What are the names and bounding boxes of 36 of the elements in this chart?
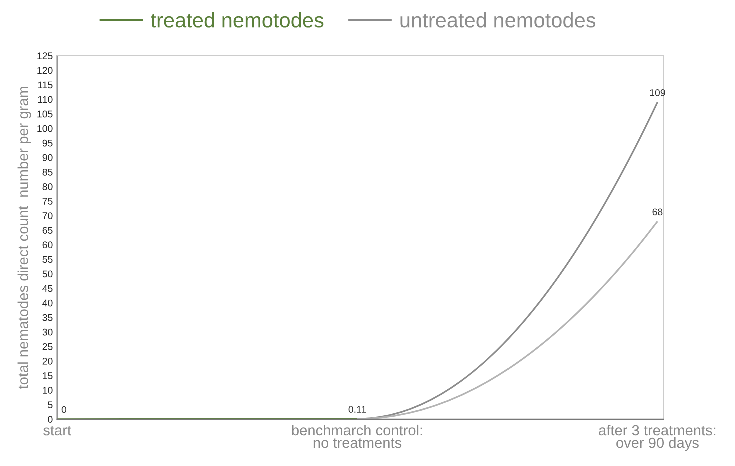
y-tick-label: 10 bbox=[43, 387, 53, 394]
y-tick-label: 125 bbox=[38, 52, 53, 60]
y-tick-label: 100 bbox=[38, 125, 53, 132]
y-tick-label: 85 bbox=[42, 168, 53, 176]
y-tick-label: 120 bbox=[38, 67, 53, 74]
y-tick-label: 0 bbox=[48, 416, 53, 424]
y-tick-label: 95 bbox=[42, 140, 53, 147]
data-label: 68 bbox=[652, 208, 663, 216]
y-tick-label: 90 bbox=[42, 154, 53, 162]
y-tick-label: 110 bbox=[38, 96, 53, 104]
y-tick-label: 65 bbox=[42, 227, 53, 234]
y-tick-label: 60 bbox=[42, 242, 53, 249]
x-tick-label: benchmarch control: no treatments bbox=[292, 424, 422, 448]
y-tick-label: 40 bbox=[42, 300, 53, 307]
y-tick-label: 35 bbox=[42, 314, 53, 322]
data-label: 109 bbox=[650, 89, 666, 96]
x-tick-label: start bbox=[44, 426, 72, 436]
y-tick-label: 105 bbox=[38, 110, 53, 118]
y-tick-label: 45 bbox=[42, 285, 53, 292]
y-tick-label: 115 bbox=[38, 82, 53, 89]
data-label: 0 bbox=[62, 406, 67, 414]
y-axis-title: total nematodes direct count number per gram bbox=[18, 87, 32, 390]
y-tick-label: 55 bbox=[42, 256, 53, 264]
y-tick-label: 75 bbox=[42, 198, 53, 205]
y-tick-label: 15 bbox=[43, 372, 53, 380]
y-tick-label: 70 bbox=[42, 212, 53, 220]
legend-label: treated nemotodes bbox=[151, 12, 324, 28]
x-tick-label: after 3 treatments: over 90 days bbox=[599, 424, 716, 452]
data-label: 0.11 bbox=[348, 406, 366, 413]
y-tick-label: 5 bbox=[48, 402, 53, 408]
y-tick-label: 50 bbox=[42, 270, 53, 278]
y-tick-label: 30 bbox=[42, 328, 53, 336]
y-tick-label: 25 bbox=[42, 343, 53, 350]
y-tick-label: 80 bbox=[42, 184, 53, 190]
y-tick-label: 20 bbox=[42, 358, 53, 365]
legend-label: untreated nemotodes bbox=[400, 12, 596, 28]
